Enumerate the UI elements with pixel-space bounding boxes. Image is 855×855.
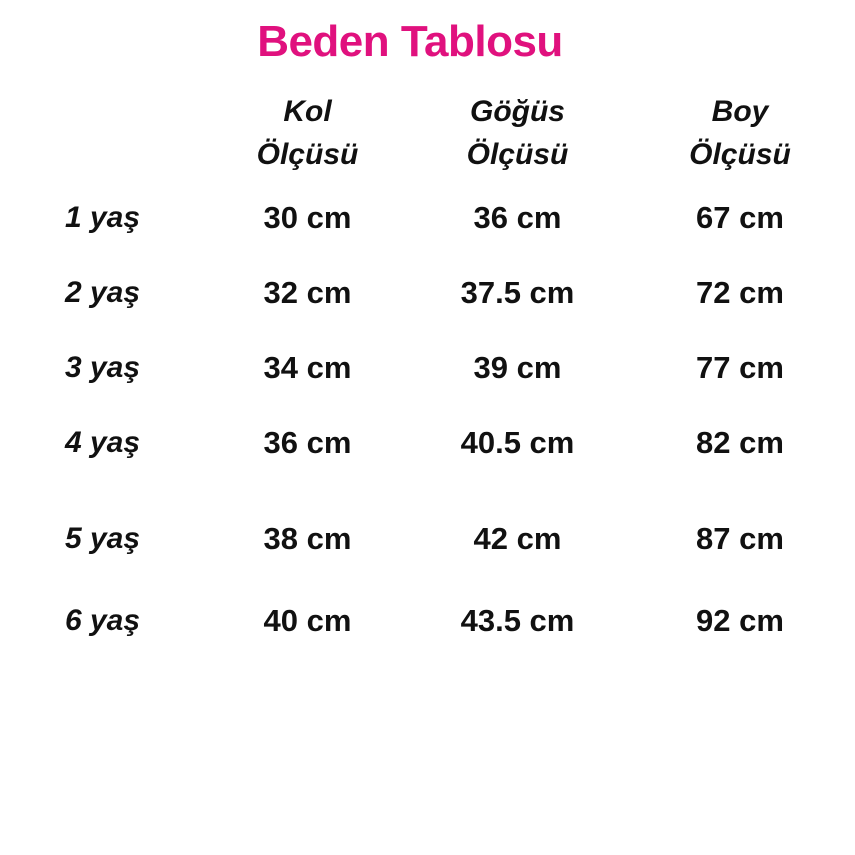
header-cell-gogus: Göğüs Ölçüsü: [410, 88, 625, 180]
cell-kol: 34 cm: [263, 349, 352, 385]
cell-boy: 72 cm: [696, 274, 784, 310]
table-row: 2 yaş 32 cm 37.5 cm 72 cm: [0, 255, 855, 330]
cell-kol: 32 cm: [263, 274, 352, 310]
table-row: 5 yaş 38 cm 42 cm 87 cm: [0, 480, 855, 583]
table-header: Kol Ölçüsü Göğüs Ölçüsü Boy Ölçüsü: [0, 88, 855, 180]
cell-boy: 87 cm: [696, 520, 784, 556]
header-boy-line1: Boy: [711, 95, 769, 129]
table-row: 6 yaş 40 cm 43.5 cm 92 cm: [0, 583, 855, 658]
cell-gogus: 37.5 cm: [460, 274, 575, 310]
header-cell-age: [0, 88, 205, 180]
header-kol-line2: Ölçüsü: [256, 138, 359, 171]
cell-boy: 92 cm: [696, 602, 784, 638]
cell-age: 3 yaş: [64, 350, 141, 384]
cell-age: 5 yaş: [64, 521, 141, 555]
header-kol-line1: Kol: [283, 95, 332, 129]
cell-gogus: 40.5 cm: [460, 424, 575, 460]
cell-age: 4 yaş: [64, 425, 141, 459]
cell-gogus: 39 cm: [473, 349, 562, 385]
cell-kol: 40 cm: [263, 602, 352, 638]
header-gogus-line1: Göğüs: [470, 95, 565, 129]
cell-kol: 30 cm: [263, 199, 352, 235]
table-row: 4 yaş 36 cm 40.5 cm 82 cm: [0, 405, 855, 480]
table-row: 1 yaş 30 cm 36 cm 67 cm: [0, 180, 855, 255]
cell-boy: 77 cm: [696, 349, 784, 385]
header-cell-kol: Kol Ölçüsü: [205, 88, 410, 180]
cell-age: 1 yaş: [64, 200, 141, 234]
cell-gogus: 36 cm: [473, 199, 562, 235]
size-chart-table: Kol Ölçüsü Göğüs Ölçüsü Boy Ölçüsü 1 yaş…: [0, 88, 855, 658]
cell-kol: 36 cm: [263, 424, 352, 460]
cell-gogus: 43.5 cm: [460, 602, 575, 638]
cell-age: 2 yaş: [64, 275, 141, 309]
cell-gogus: 42 cm: [473, 520, 562, 556]
cell-boy: 82 cm: [696, 424, 784, 460]
cell-boy: 67 cm: [696, 199, 784, 235]
header-gogus-line2: Ölçüsü: [466, 138, 569, 171]
table-row: 3 yaş 34 cm 39 cm 77 cm: [0, 330, 855, 405]
cell-kol: 38 cm: [263, 520, 352, 556]
header-cell-boy: Boy Ölçüsü: [625, 88, 855, 180]
cell-age: 6 yaş: [64, 603, 141, 637]
table-body: 1 yaş 30 cm 36 cm 67 cm 2 yaş 32 cm 37.5…: [0, 180, 855, 658]
header-boy-line2: Ölçüsü: [689, 138, 791, 171]
page-title: Beden Tablosu: [257, 17, 563, 66]
header-row: Kol Ölçüsü Göğüs Ölçüsü Boy Ölçüsü: [0, 88, 855, 180]
